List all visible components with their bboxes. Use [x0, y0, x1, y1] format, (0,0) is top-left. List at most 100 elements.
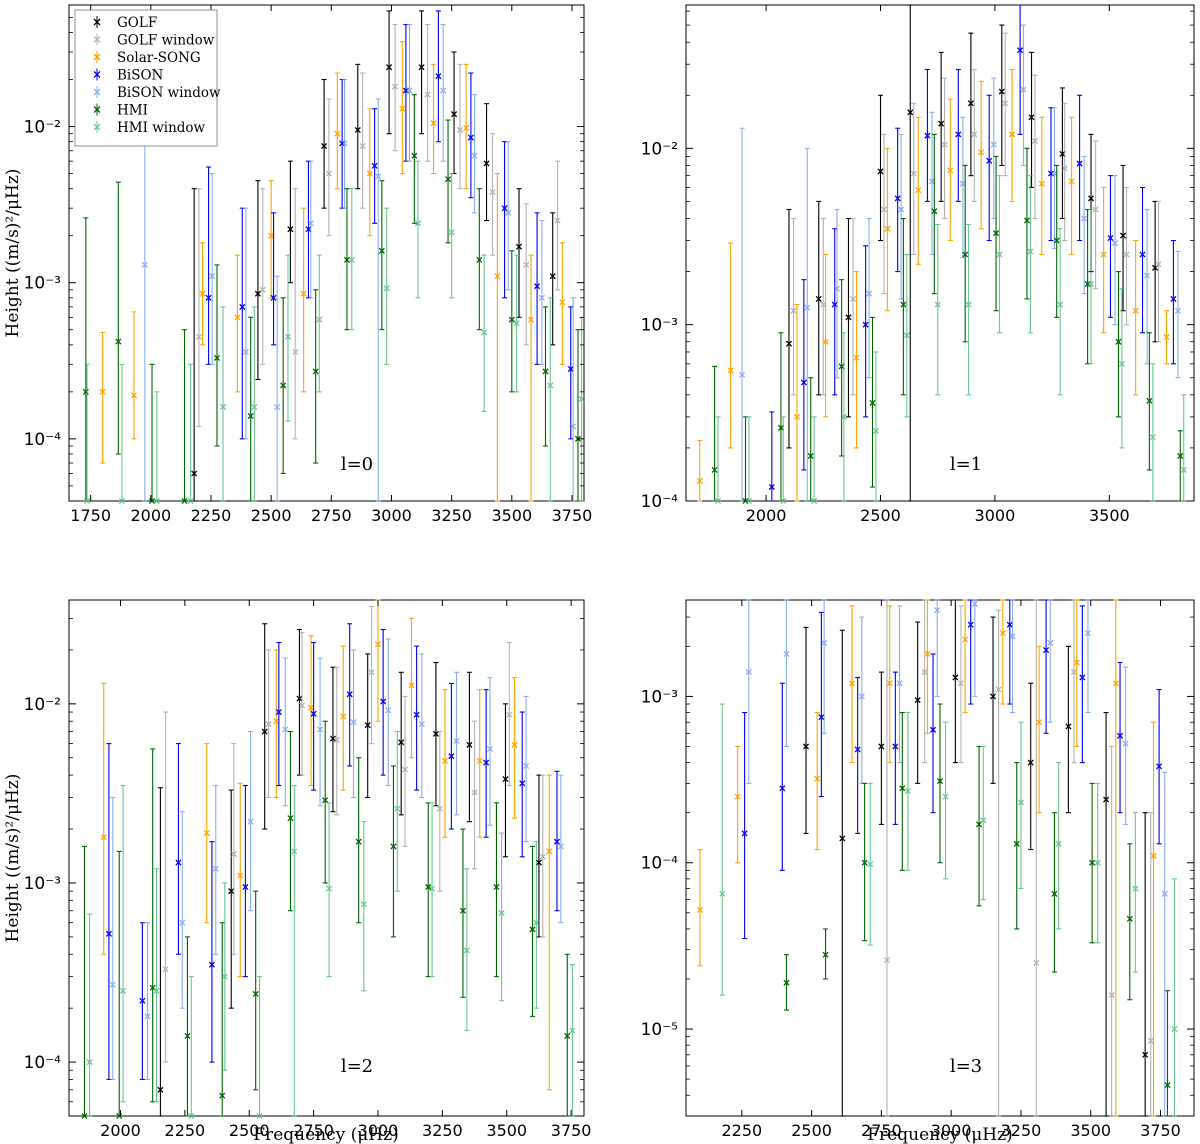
data-point	[533, 919, 540, 926]
data-point	[459, 907, 467, 914]
data-point	[831, 301, 838, 308]
data-point	[280, 382, 287, 389]
data-point	[265, 721, 272, 728]
data-point	[1002, 100, 1009, 107]
data-point	[1111, 240, 1119, 247]
data-point	[783, 979, 790, 986]
data-point	[957, 680, 964, 687]
data-point	[1006, 621, 1013, 628]
ticks: 2000 2500 3000 3500 10⁻⁴ 10⁻³ 10⁻²	[641, 5, 1194, 525]
data-point	[1053, 237, 1060, 244]
data-point	[1112, 680, 1119, 687]
data-point	[1031, 137, 1039, 145]
data-point	[739, 371, 746, 378]
legend-marker	[93, 18, 101, 26]
data-point	[1047, 639, 1054, 646]
data-point	[962, 251, 969, 258]
data-point	[375, 173, 382, 180]
x-tick-label: 2750	[293, 1121, 334, 1140]
data-point	[800, 379, 807, 386]
data-point	[1028, 114, 1035, 121]
data-point	[1084, 630, 1091, 637]
data-point	[380, 698, 387, 705]
y-axis-label: Height ((m/s)²/μHz)	[3, 774, 23, 943]
marks	[82, 10, 585, 505]
x-tick-label: 2250	[165, 1121, 206, 1140]
data-point	[915, 186, 922, 194]
data-point	[1107, 234, 1114, 242]
data-point	[316, 316, 323, 323]
series-hmi-window	[719, 703, 1178, 1117]
data-point	[268, 232, 275, 239]
data-point	[86, 1059, 93, 1066]
data-point	[1070, 669, 1078, 676]
data-point	[1036, 719, 1043, 726]
legend-item	[93, 33, 101, 46]
data-point	[892, 743, 899, 750]
ticks: 2250 2500 2750 3000 3250 3500 3750 10⁻⁵ 10⁻⁴ 10⁻³	[641, 600, 1194, 1140]
data-point	[818, 714, 825, 721]
series-golf	[157, 623, 542, 1117]
data-point	[1132, 885, 1139, 892]
x-tick-label: 3500	[1089, 506, 1130, 525]
data-point	[880, 206, 887, 213]
data-point	[212, 865, 219, 872]
data-point	[298, 702, 306, 709]
data-point	[941, 141, 948, 148]
data-point	[386, 64, 393, 71]
data-point	[334, 130, 341, 137]
marks	[81, 599, 576, 1120]
y-tick-label: 10⁻⁴	[641, 492, 679, 512]
data-point	[364, 722, 371, 729]
y-tick-label: 10⁻⁴	[641, 854, 679, 874]
data-point	[542, 368, 549, 375]
plot-frame	[68, 599, 585, 1117]
data-point	[1180, 466, 1187, 474]
data-point	[1144, 272, 1151, 279]
legend-label: GOLF window	[117, 33, 215, 49]
data-point	[570, 423, 577, 430]
x-tick-label: 2500	[791, 1121, 832, 1140]
data-point	[251, 403, 258, 411]
data-point	[745, 497, 752, 505]
data-point	[1126, 915, 1133, 922]
data-point	[1017, 799, 1025, 806]
data-point	[287, 815, 294, 822]
data-point	[305, 226, 312, 233]
data-point	[1156, 763, 1163, 770]
data-point	[1155, 261, 1162, 268]
data-point	[392, 83, 399, 90]
data-point	[493, 883, 500, 891]
x-tick-label: 2000	[130, 506, 171, 525]
data-point	[463, 947, 470, 954]
data-point	[849, 680, 856, 687]
data-point	[959, 180, 966, 187]
data-point	[529, 926, 536, 933]
data-point	[296, 695, 303, 702]
data-point	[1076, 160, 1083, 167]
data-point	[714, 497, 722, 505]
legend-item	[93, 16, 101, 28]
data-point	[148, 497, 156, 505]
data-point	[348, 256, 355, 263]
data-point	[502, 776, 509, 783]
data-point	[435, 73, 442, 80]
data-point	[378, 247, 385, 254]
data-point	[1116, 732, 1124, 739]
data-point	[1123, 251, 1130, 258]
data-point	[783, 650, 790, 658]
data-point	[322, 797, 329, 804]
data-point	[1023, 217, 1031, 224]
data-point	[884, 225, 891, 232]
data-point	[1100, 251, 1107, 258]
legend-box	[74, 9, 218, 147]
data-point	[967, 100, 974, 107]
y-tick-label: 10⁻³	[24, 874, 61, 894]
data-point	[1177, 452, 1184, 460]
y-tick-label: 10⁻²	[24, 695, 61, 715]
series-golf-window	[195, 23, 561, 440]
x-tick-label: 2250	[721, 1121, 762, 1140]
data-point	[448, 229, 455, 236]
